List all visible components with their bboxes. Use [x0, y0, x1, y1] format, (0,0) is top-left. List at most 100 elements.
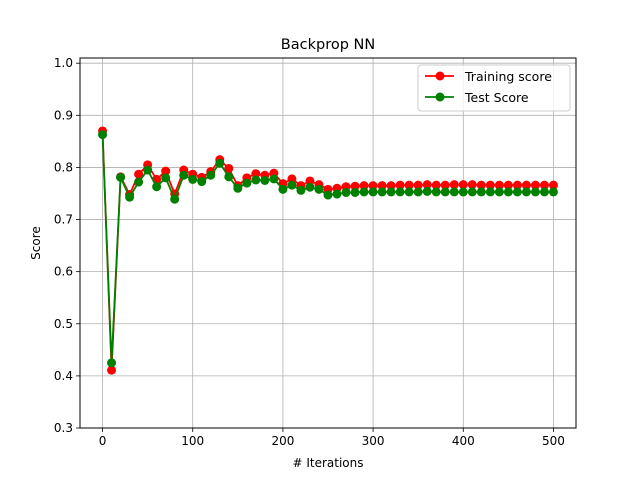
- y-tick-label: 0.9: [54, 108, 73, 122]
- data-point-test-score: [197, 177, 207, 187]
- data-point-test-score: [332, 189, 342, 199]
- data-point-test-score: [98, 130, 108, 140]
- data-point-test-score: [323, 190, 333, 200]
- x-tick-label: 200: [271, 434, 294, 448]
- x-tick-label: 400: [452, 434, 475, 448]
- data-point-test-score: [269, 174, 279, 184]
- x-axis-label: # Iterations: [292, 456, 363, 470]
- data-point-test-score: [539, 187, 549, 197]
- data-point-training-score: [485, 180, 495, 190]
- data-point-test-score: [233, 183, 243, 193]
- data-point-test-score: [386, 187, 396, 197]
- data-point-test-score: [503, 187, 513, 197]
- data-point-training-score: [377, 181, 387, 191]
- data-point-training-score: [359, 181, 369, 191]
- data-point-training-score: [530, 180, 540, 190]
- grid-lines: [80, 58, 576, 429]
- data-point-test-score: [134, 177, 144, 187]
- data-point-training-score: [350, 181, 360, 191]
- legend-box: [417, 64, 571, 112]
- data-point-training-score: [287, 174, 297, 184]
- data-point-training-score: [458, 180, 468, 190]
- data-point-training-score: [503, 180, 513, 190]
- y-tick-label: 0.4: [54, 369, 73, 383]
- data-point-test-score: [512, 187, 522, 197]
- data-point-test-score: [395, 187, 405, 197]
- data-point-test-score: [485, 187, 495, 197]
- data-point-test-score: [413, 187, 423, 197]
- data-point-training-score: [521, 180, 531, 190]
- y-tick-label: 0.3: [54, 421, 73, 435]
- data-point-training-score: [305, 176, 315, 186]
- data-point-test-score: [467, 187, 477, 197]
- data-point-training-score: [107, 365, 117, 375]
- data-point-training-score: [422, 180, 432, 190]
- data-point-test-score: [242, 178, 252, 188]
- data-point-test-score: [530, 187, 540, 197]
- data-point-test-score: [278, 184, 288, 194]
- x-tick-label: 500: [542, 434, 565, 448]
- y-axis-label: Score: [29, 226, 43, 260]
- data-point-training-score: [476, 180, 486, 190]
- data-point-test-score: [224, 172, 234, 182]
- data-point-training-score: [467, 180, 477, 190]
- data-point-test-score: [341, 187, 351, 197]
- legend-marker-test: [435, 92, 445, 102]
- data-point-training-score: [134, 169, 144, 179]
- data-point-training-score: [413, 180, 423, 190]
- y-tick-label: 1.0: [54, 56, 73, 70]
- y-axis: 0.3 0.4 0.5 0.6 0.7 0.8 0.9 1.0: [54, 56, 80, 435]
- data-point-test-score: [548, 187, 558, 197]
- data-point-test-score: [152, 182, 162, 192]
- data-point-test-score: [179, 170, 189, 180]
- data-point-training-score: [386, 181, 396, 191]
- data-point-test-score: [350, 187, 360, 197]
- data-point-training-score: [161, 166, 171, 176]
- y-tick-label: 0.8: [54, 160, 73, 174]
- x-axis: 0 100 200 300 400 500: [99, 428, 565, 448]
- data-point-test-score: [116, 172, 126, 182]
- data-point-training-score: [548, 180, 558, 190]
- x-tick-label: 300: [362, 434, 385, 448]
- data-point-training-score: [431, 180, 441, 190]
- data-point-training-score: [224, 163, 234, 173]
- chart-title: Backprop NN: [281, 37, 375, 53]
- data-point-test-score: [476, 187, 486, 197]
- data-point-test-score: [206, 170, 216, 180]
- data-point-test-score: [359, 187, 369, 197]
- legend: Training score Test Score: [417, 64, 571, 112]
- legend-label-training: Training score: [464, 69, 552, 84]
- x-tick-label: 100: [181, 434, 204, 448]
- data-point-test-score: [404, 187, 414, 197]
- data-point-test-score: [449, 187, 459, 197]
- data-point-test-score: [287, 180, 297, 190]
- data-point-training-score: [449, 180, 459, 190]
- y-tick-label: 0.7: [54, 213, 73, 227]
- data-point-test-score: [260, 175, 270, 185]
- y-tick-label: 0.5: [54, 317, 73, 331]
- data-point-training-score: [512, 180, 522, 190]
- data-point-training-score: [440, 180, 450, 190]
- data-point-test-score: [188, 174, 198, 184]
- data-point-test-score: [125, 192, 135, 202]
- data-point-test-score: [431, 187, 441, 197]
- data-point-training-score: [395, 180, 405, 190]
- data-point-test-score: [251, 175, 261, 185]
- data-point-training-score: [494, 180, 504, 190]
- data-point-test-score: [143, 165, 153, 175]
- data-point-test-score: [215, 158, 225, 168]
- data-point-test-score: [377, 187, 387, 197]
- data-point-training-score: [539, 180, 549, 190]
- x-tick-label: 0: [99, 434, 107, 448]
- data-series: [98, 126, 558, 375]
- data-point-test-score: [422, 186, 432, 196]
- data-point-training-score: [251, 169, 261, 179]
- data-point-test-score: [494, 187, 504, 197]
- data-point-test-score: [296, 185, 306, 195]
- data-point-test-score: [170, 194, 180, 204]
- data-point-test-score: [368, 187, 378, 197]
- data-point-test-score: [161, 173, 171, 183]
- data-point-test-score: [107, 358, 117, 368]
